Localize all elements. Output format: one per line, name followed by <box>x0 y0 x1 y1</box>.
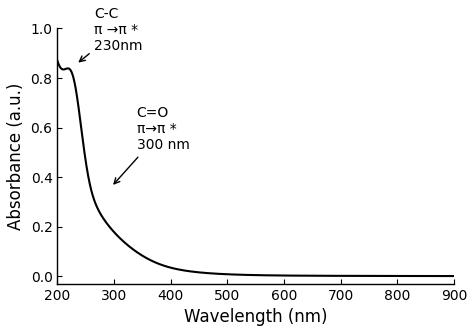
Text: C-C
π →π *
230nm: C-C π →π * 230nm <box>80 7 143 62</box>
Text: C=O
π→π *
300 nm: C=O π→π * 300 nm <box>114 106 190 184</box>
X-axis label: Wavelength (nm): Wavelength (nm) <box>184 308 328 326</box>
Y-axis label: Absorbance (a.u.): Absorbance (a.u.) <box>7 82 25 230</box>
